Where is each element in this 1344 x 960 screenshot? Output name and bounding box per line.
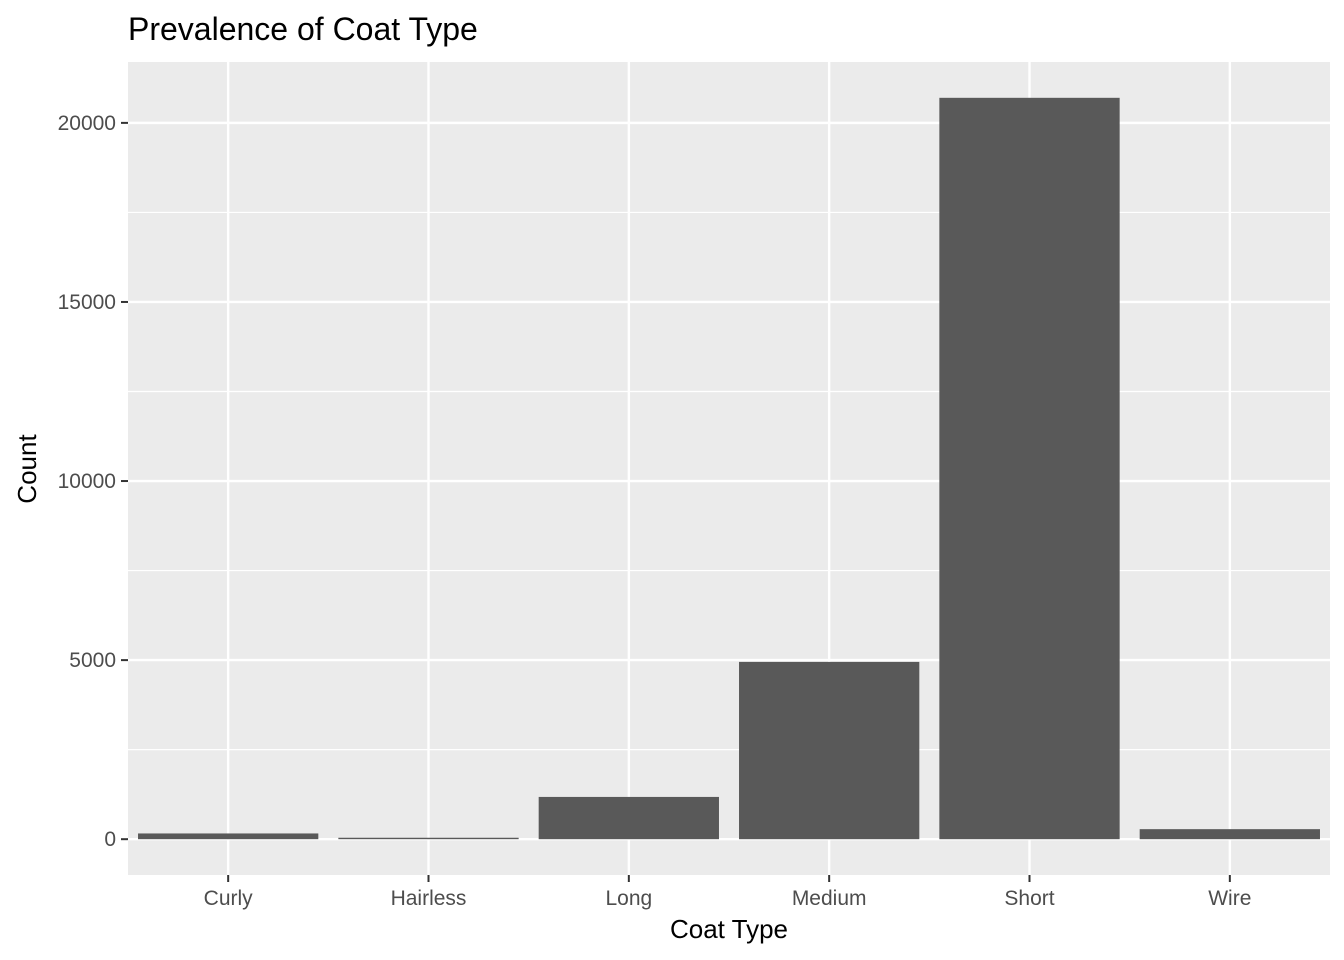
y-tick-label: 0 [104, 828, 116, 851]
y-axis-title: Count [12, 434, 42, 504]
chart-title: Prevalence of Coat Type [128, 11, 478, 47]
bar-hairless [338, 837, 519, 840]
y-tick-label: 20000 [58, 112, 116, 135]
x-axis-title: Coat Type [670, 914, 788, 944]
x-tick-label: Wire [1208, 887, 1251, 910]
bar-wire [1139, 829, 1320, 840]
y-tick-label: 10000 [58, 470, 116, 493]
y-tick-label: 5000 [69, 649, 116, 672]
y-tick-label: 15000 [58, 291, 116, 314]
bar-long [538, 796, 719, 840]
bar-short [939, 97, 1120, 840]
plot-panel [128, 62, 1330, 875]
bars [138, 97, 1320, 840]
x-tick-label: Hairless [391, 887, 467, 910]
minor-gridlines [128, 211, 1330, 751]
y-axis: 0 5000 10000 15000 20000 [58, 112, 128, 851]
x-tick-label: Long [605, 887, 652, 910]
bar-medium [739, 661, 920, 840]
bar-curly [138, 833, 319, 840]
x-axis: Curly Hairless Long Medium Short Wire [204, 875, 1251, 910]
x-tick-label: Medium [792, 887, 867, 910]
x-tick-label: Curly [204, 887, 254, 910]
x-tick-label: Short [1004, 887, 1054, 910]
